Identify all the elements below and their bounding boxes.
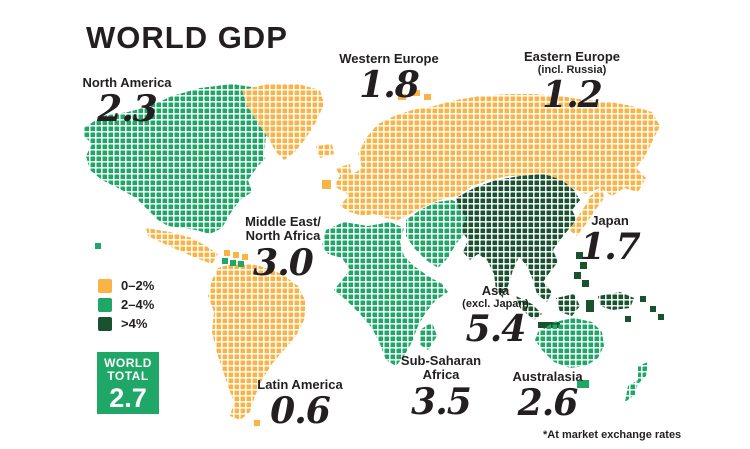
region-shape-greenland (242, 84, 324, 160)
region-label-japan: Japan 1.7 (570, 213, 650, 269)
island-svalbard-3 (424, 94, 431, 100)
island-ireland (322, 180, 331, 189)
legend: 0–2% 2–4% >4% (98, 278, 154, 335)
legend-swatch-gt4 (98, 316, 112, 331)
region-name-sub: (excl. Japan) (462, 298, 529, 311)
region-name: Middle East/ (245, 214, 321, 229)
region-label-australasia: Australasia 2.6 (500, 369, 595, 425)
island-hawaii (95, 243, 101, 249)
legend-row-0-2: 0–2% (98, 278, 154, 293)
region-label-north-america: North America 2.3 (67, 75, 187, 131)
region-value: 1.7 (580, 226, 641, 269)
island-new-guinea (598, 292, 634, 310)
legend-row-2-4: 2–4% (98, 297, 154, 312)
island-caribbean-1 (224, 250, 230, 256)
island-falkland (254, 420, 260, 426)
island-great-britain (334, 164, 352, 192)
island-central-america-1 (222, 258, 228, 264)
region-value: 1.8 (359, 64, 420, 107)
region-value: 3.5 (411, 380, 472, 423)
region-label-asia: Asia (excl. Japan) 5.4 (448, 283, 543, 351)
region-shape-japan (569, 188, 604, 236)
island-caribbean-2 (233, 252, 239, 258)
region-value: 0.6 (270, 390, 331, 433)
island-java (538, 322, 560, 328)
island-central-america-3 (238, 261, 244, 267)
region-value: 2.3 (97, 88, 158, 131)
region-name: Latin America (257, 377, 343, 392)
island-iceland (316, 144, 334, 158)
region-name: Australasia (512, 369, 583, 384)
region-name-line2: North Africa (245, 228, 321, 244)
legend-swatch-0-2 (98, 278, 112, 293)
region-value: 2.6 (517, 382, 579, 425)
legend-row-gt4: >4% (98, 316, 154, 331)
world-total-line2: TOTAL (107, 369, 149, 383)
island-central-america-2 (230, 260, 236, 266)
region-label-middle-east-north-africa: Middle East/ North Africa 3.0 (233, 214, 333, 284)
island-philippines-3 (574, 272, 581, 279)
region-name: Eastern Europe (523, 49, 621, 64)
region-shape-north-america (84, 84, 296, 234)
island-pacific-1 (640, 296, 646, 302)
island-philippines-1 (576, 252, 583, 259)
world-total-badge: WORLD TOTAL 2.7 (97, 352, 159, 414)
island-philippines-4 (582, 280, 589, 287)
island-madagascar (419, 322, 437, 350)
island-sulawesi (586, 300, 594, 312)
region-name: North America (82, 75, 172, 90)
region-name: Japan (591, 213, 629, 228)
world-total-line1: WORLD (104, 356, 152, 370)
world-total-value: 2.7 (109, 383, 147, 413)
legend-label: 0–2% (121, 278, 155, 293)
island-sumatra (516, 296, 542, 320)
region-label-sub-saharan-africa: Sub-Saharan Africa 3.5 (394, 353, 488, 423)
legend-label: 2–4% (121, 297, 155, 312)
island-new-zealand-north (638, 362, 648, 384)
island-svalbard-2 (410, 90, 420, 96)
region-name: Sub-Saharan (400, 353, 482, 368)
island-borneo (556, 294, 580, 316)
legend-label: >4% (121, 316, 148, 331)
region-shape-asia (456, 174, 580, 302)
region-name: Western Europe (339, 51, 439, 66)
island-pacific-3 (658, 314, 664, 320)
region-shape-africa (322, 222, 448, 366)
island-pacific-4 (625, 316, 631, 322)
island-caribbean-3 (242, 254, 248, 260)
region-shape-middle-east (406, 200, 472, 268)
region-name-line2: Africa (422, 367, 460, 383)
region-label-eastern-europe: Eastern Europe (incl. Russia) 1.2 (512, 49, 632, 117)
region-label-western-europe: Western Europe 1.8 (330, 51, 448, 107)
region-shape-europe-russia (340, 94, 660, 220)
region-shape-mexico (146, 228, 218, 264)
region-name-sub: (incl. Russia) (537, 64, 607, 77)
island-svalbard-1 (398, 94, 406, 100)
island-philippines-2 (580, 262, 587, 269)
region-shape-south-america (208, 262, 306, 420)
region-value: 1.2 (542, 74, 603, 117)
island-new-zealand-south (625, 380, 638, 402)
page-title: WORLD GDP (86, 20, 288, 55)
region-shape-australia (535, 318, 604, 368)
footnote: *At market exchange rates (543, 429, 682, 441)
region-name: Asia (481, 283, 510, 298)
island-tasmania (577, 380, 589, 388)
region-label-latin-america: Latin America 0.6 (245, 377, 355, 433)
island-pacific-2 (650, 306, 656, 312)
region-value: 5.4 (465, 308, 527, 351)
region-value: 3.0 (253, 241, 314, 284)
legend-swatch-2-4 (98, 297, 112, 312)
